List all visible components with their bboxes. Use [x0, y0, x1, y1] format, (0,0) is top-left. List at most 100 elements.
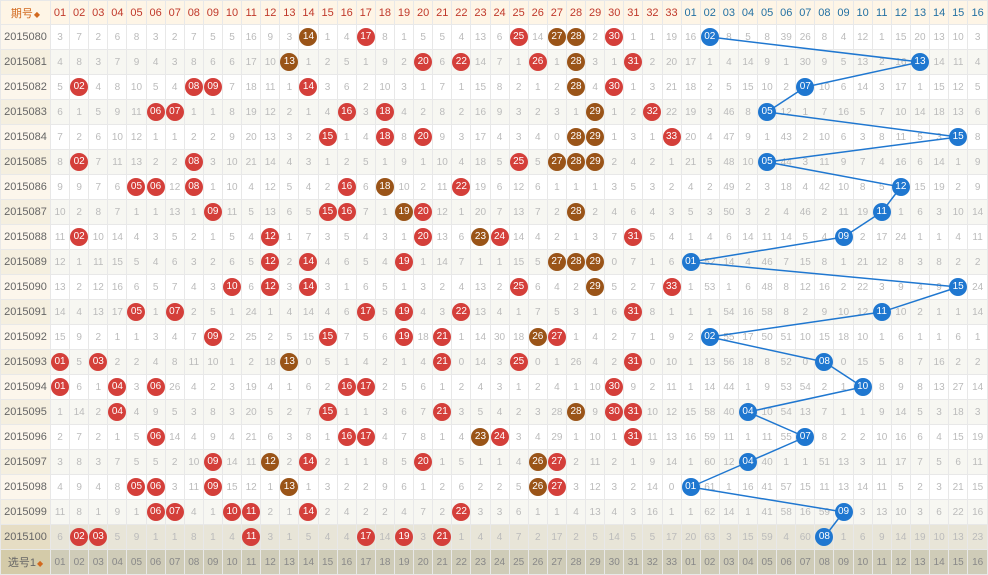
selector-blue[interactable]: 01	[681, 550, 700, 575]
period-header[interactable]: 期号	[1, 1, 51, 25]
selector-red[interactable]: 24	[490, 550, 509, 575]
selector-red[interactable]: 25	[509, 550, 528, 575]
red-miss-cell: 2	[643, 150, 662, 175]
selector-blue[interactable]: 12	[891, 550, 910, 575]
brown-ball: 18	[376, 178, 394, 196]
period-cell: 2015085	[1, 150, 51, 175]
selector-red[interactable]: 05	[127, 550, 146, 575]
selector-red[interactable]: 16	[337, 550, 356, 575]
red-miss-cell: 3	[490, 500, 509, 525]
selector-red[interactable]: 21	[433, 550, 452, 575]
selector-blue[interactable]: 07	[796, 550, 815, 575]
red-miss-cell: 2	[452, 375, 471, 400]
red-miss-cell: 1	[203, 175, 222, 200]
trend-row: 2015093015032248111012181305142142101432…	[1, 350, 988, 375]
red-ball: 19	[395, 303, 413, 321]
selector-red[interactable]: 22	[452, 550, 471, 575]
selector-red[interactable]: 29	[586, 550, 605, 575]
selector-red[interactable]: 31	[624, 550, 643, 575]
red-miss-cell: 2	[203, 375, 222, 400]
selector-red[interactable]: 23	[471, 550, 490, 575]
blue-ball: 07	[796, 78, 814, 96]
selector-blue[interactable]: 16	[968, 550, 988, 575]
red-miss-cell: 14	[471, 325, 490, 350]
red-miss-cell: 5	[203, 25, 222, 50]
selector-red[interactable]: 15	[318, 550, 337, 575]
blue-cell: 02	[700, 325, 719, 350]
selector-blue[interactable]: 14	[930, 550, 949, 575]
selector-blue[interactable]: 02	[700, 550, 719, 575]
red-cell: 31	[624, 225, 643, 250]
red-miss-cell: 1	[280, 75, 299, 100]
brown-ball: 28	[567, 78, 585, 96]
selector-blue[interactable]: 05	[758, 550, 777, 575]
brown-ball: 28	[567, 203, 585, 221]
selector-red[interactable]: 07	[165, 550, 184, 575]
red-cell: 08	[184, 175, 203, 200]
red-miss-cell: 7	[452, 250, 471, 275]
red-miss-cell: 14	[509, 225, 528, 250]
red-miss-cell: 3	[509, 125, 528, 150]
red-miss-cell: 10	[127, 75, 146, 100]
red-ball: 20	[414, 203, 432, 221]
selector-red[interactable]: 02	[70, 550, 89, 575]
period-cell: 2015090	[1, 275, 51, 300]
blue-miss-cell: 11	[815, 150, 834, 175]
blue-miss-cell: 10	[758, 75, 777, 100]
selector-blue[interactable]: 13	[910, 550, 929, 575]
blue-miss-cell: 10	[891, 300, 910, 325]
selector-blue[interactable]: 03	[719, 550, 738, 575]
selector-red[interactable]: 09	[203, 550, 222, 575]
red-miss-cell: 8	[165, 350, 184, 375]
red-miss-cell: 11	[184, 475, 203, 500]
selector-red[interactable]: 30	[605, 550, 624, 575]
selector-red[interactable]: 33	[662, 550, 681, 575]
red-miss-cell: 13	[127, 150, 146, 175]
red-cell: 17	[356, 425, 375, 450]
red-cell: 17	[356, 25, 375, 50]
selector-red[interactable]: 14	[299, 550, 318, 575]
red-miss-cell: 5	[146, 75, 165, 100]
selector-red[interactable]: 12	[261, 550, 280, 575]
selector-red[interactable]: 19	[394, 550, 413, 575]
red-miss-cell: 2	[318, 375, 337, 400]
blue-miss-cell: 2	[968, 250, 988, 275]
selector-blue[interactable]: 08	[815, 550, 834, 575]
selector-red[interactable]: 11	[242, 550, 261, 575]
red-ball: 17	[357, 428, 375, 446]
selector-red[interactable]: 27	[547, 550, 566, 575]
red-miss-cell: 5	[203, 300, 222, 325]
selector-red[interactable]: 32	[643, 550, 662, 575]
selector-red[interactable]: 03	[89, 550, 108, 575]
selector-red[interactable]: 08	[184, 550, 203, 575]
red-miss-cell: 1	[643, 125, 662, 150]
selector-blue[interactable]: 09	[834, 550, 853, 575]
selector-blue[interactable]: 11	[872, 550, 891, 575]
selector-red[interactable]: 04	[108, 550, 127, 575]
red-cell: 33	[662, 125, 681, 150]
red-miss-cell: 13	[471, 25, 490, 50]
selector-red[interactable]: 28	[566, 550, 585, 575]
selector-red[interactable]: 17	[356, 550, 375, 575]
selector-red[interactable]: 13	[280, 550, 299, 575]
red-miss-cell: 2	[89, 400, 108, 425]
red-miss-cell: 12	[509, 175, 528, 200]
selector-red[interactable]: 20	[414, 550, 433, 575]
selector-blue[interactable]: 10	[853, 550, 872, 575]
red-miss-cell: 12	[51, 250, 70, 275]
selector-red[interactable]: 26	[528, 550, 547, 575]
red-miss-cell: 4	[242, 225, 261, 250]
red-miss-cell: 14	[51, 300, 70, 325]
selector-red[interactable]: 18	[375, 550, 394, 575]
selector-red[interactable]: 01	[51, 550, 70, 575]
blue-miss-cell: 1	[777, 50, 796, 75]
selector-red[interactable]: 10	[222, 550, 241, 575]
red-cell: 33	[662, 275, 681, 300]
brown-ball: 29	[586, 253, 604, 271]
selector-blue[interactable]: 04	[738, 550, 757, 575]
red-ball: 09	[204, 203, 222, 221]
selector-red[interactable]: 06	[146, 550, 165, 575]
red-miss-cell: 4	[318, 300, 337, 325]
selector-blue[interactable]: 06	[777, 550, 796, 575]
selector-blue[interactable]: 15	[949, 550, 968, 575]
